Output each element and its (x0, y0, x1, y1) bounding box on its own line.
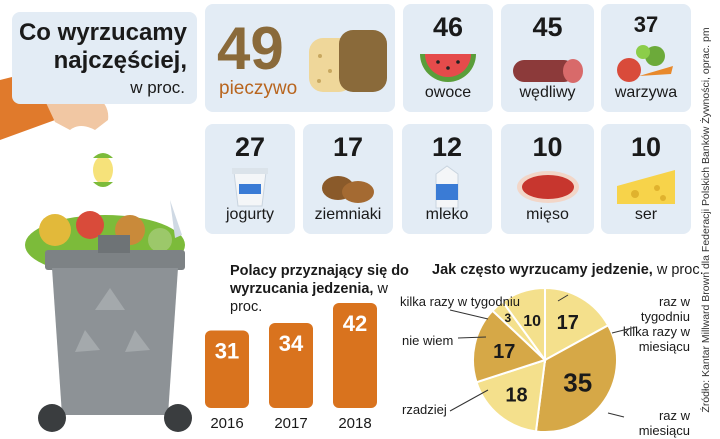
bar-chart: 31 2016 34 2017 42 2018 (205, 303, 377, 432)
pie-value-label: 17 (493, 341, 515, 363)
bar-2016 (205, 330, 249, 408)
bar-category-label: 2017 (274, 415, 307, 432)
pie-label-nie-wiem: nie wiem (402, 333, 454, 348)
leader-line (611, 326, 637, 334)
sausage-icon (513, 59, 583, 83)
watermelon-icon (420, 54, 476, 82)
bar-value-label: 31 (215, 339, 239, 364)
bin-body (52, 268, 178, 415)
tile-label: ser (634, 206, 658, 223)
potato-icon (322, 176, 374, 203)
tile-jogurty: 27 jogurty (205, 124, 295, 234)
tile-mieso: 10 mięso (501, 124, 594, 234)
tile-label: warzywa (614, 84, 678, 101)
pie-value-label: 35 (563, 368, 592, 398)
pie-chart-unit: w proc. (652, 262, 704, 278)
bar-chart-title-bold: Polacy przyznający się do wyrzucania jed… (230, 263, 409, 297)
tile-label: pieczywo (219, 78, 298, 99)
pie-slice (544, 286, 610, 362)
pie-label-rzadziej: rzadziej (402, 402, 447, 417)
bin-lid (45, 250, 185, 270)
chart-title-line2: najczęściej, (53, 47, 187, 74)
pie-value-label: 18 (505, 385, 527, 407)
leader-line (449, 309, 489, 320)
bin-wheel (164, 404, 192, 432)
tile-mleko: 12 mleko (402, 124, 492, 234)
bread-icon (309, 30, 387, 92)
pie-chart-title-bold: Jak często wyrzucamy jedzenie, (432, 262, 653, 278)
leader-line (557, 294, 569, 302)
tile-value: 27 (234, 132, 266, 162)
title-box: Co wyrzucamy najczęściej, w proc. (12, 12, 197, 104)
tile-value: 10 (630, 132, 662, 162)
pie-slice (501, 286, 546, 364)
cheese-icon (617, 170, 675, 204)
bar-chart-title: Polacy przyznający się do wyrzucania jed… (230, 262, 420, 316)
tile-ser: 10 ser (601, 124, 691, 234)
bin-wheel (38, 404, 66, 432)
pie-slice (475, 358, 547, 433)
bar-category-label: 2016 (210, 415, 243, 432)
tile-value: 37 (633, 12, 659, 37)
bar-value-label: 42 (343, 311, 367, 336)
pie-value-label: 10 (523, 313, 541, 330)
tile-warzywa: 37 warzywa (601, 4, 691, 112)
tile-label: mleko (425, 206, 469, 223)
tile-label: wędliwy (519, 84, 576, 101)
pie-value-label: 17 (557, 312, 579, 334)
waste-bin-illustration (0, 70, 192, 432)
chart-title-line1: Co wyrzucamy (18, 19, 187, 46)
tile-pieczywo: 49 pieczywo (205, 4, 395, 112)
apple-core-icon (93, 153, 113, 187)
tile-label: owoce (424, 84, 472, 101)
bar-chart-unit: w proc. (230, 281, 388, 315)
tile-value: 49 (217, 15, 284, 82)
bar-value-label: 34 (279, 331, 304, 356)
tile-label: ziemniaki (314, 206, 382, 223)
pie-label-raz-w-tygodniu: raz w tygodniu (640, 294, 690, 324)
meat-icon (517, 171, 579, 203)
bar-2018 (333, 303, 377, 408)
pie-value-label: 3 (505, 311, 512, 325)
pie-chart-title: Jak często wyrzucamy jedzenie, w proc. (432, 262, 704, 278)
tile-value: 45 (532, 12, 563, 42)
tile-owoce: 46 owoce (403, 4, 493, 112)
leader-line (449, 389, 489, 412)
tile-wedliwy: 45 wędliwy (501, 4, 594, 112)
tile-value: 17 (332, 132, 364, 162)
milk-carton-icon (435, 165, 459, 209)
tile-value: 12 (431, 132, 463, 162)
pie-label-kilka-razy-w-tygodniu: kilka razy w tygodniu (400, 294, 520, 309)
tile-ziemniaki: 17 ziemniaki (303, 124, 393, 234)
pie-leader-lines (449, 294, 637, 418)
leader-line (457, 336, 487, 339)
leader-line (607, 412, 625, 418)
source-text: Źródło: Kantar Millward Brown dla Federa… (700, 27, 712, 413)
pie-label-kilka-razy-w-miesiacu: kilka razy w miesiącu (622, 324, 690, 354)
recycle-icon (75, 288, 150, 352)
pie-slice (472, 309, 547, 384)
vegetables-icon (617, 45, 673, 82)
pie-slice (534, 323, 618, 433)
tile-value: 10 (532, 132, 563, 162)
tile-label: jogurty (225, 206, 275, 223)
tile-value: 46 (432, 12, 464, 42)
source-note: Źródło: Kantar Millward Brown dla Federa… (692, 10, 716, 430)
chart-unit: w proc. (130, 78, 185, 97)
pie-label-raz-w-miesiacu: raz w miesiącu (638, 408, 690, 438)
tile-label: mięso (526, 206, 569, 223)
yogurt-icon (232, 168, 268, 207)
pie-chart: 17 35 18 17 3 10 (472, 286, 618, 433)
bar-2017 (269, 323, 313, 408)
bar-category-label: 2018 (338, 415, 371, 432)
